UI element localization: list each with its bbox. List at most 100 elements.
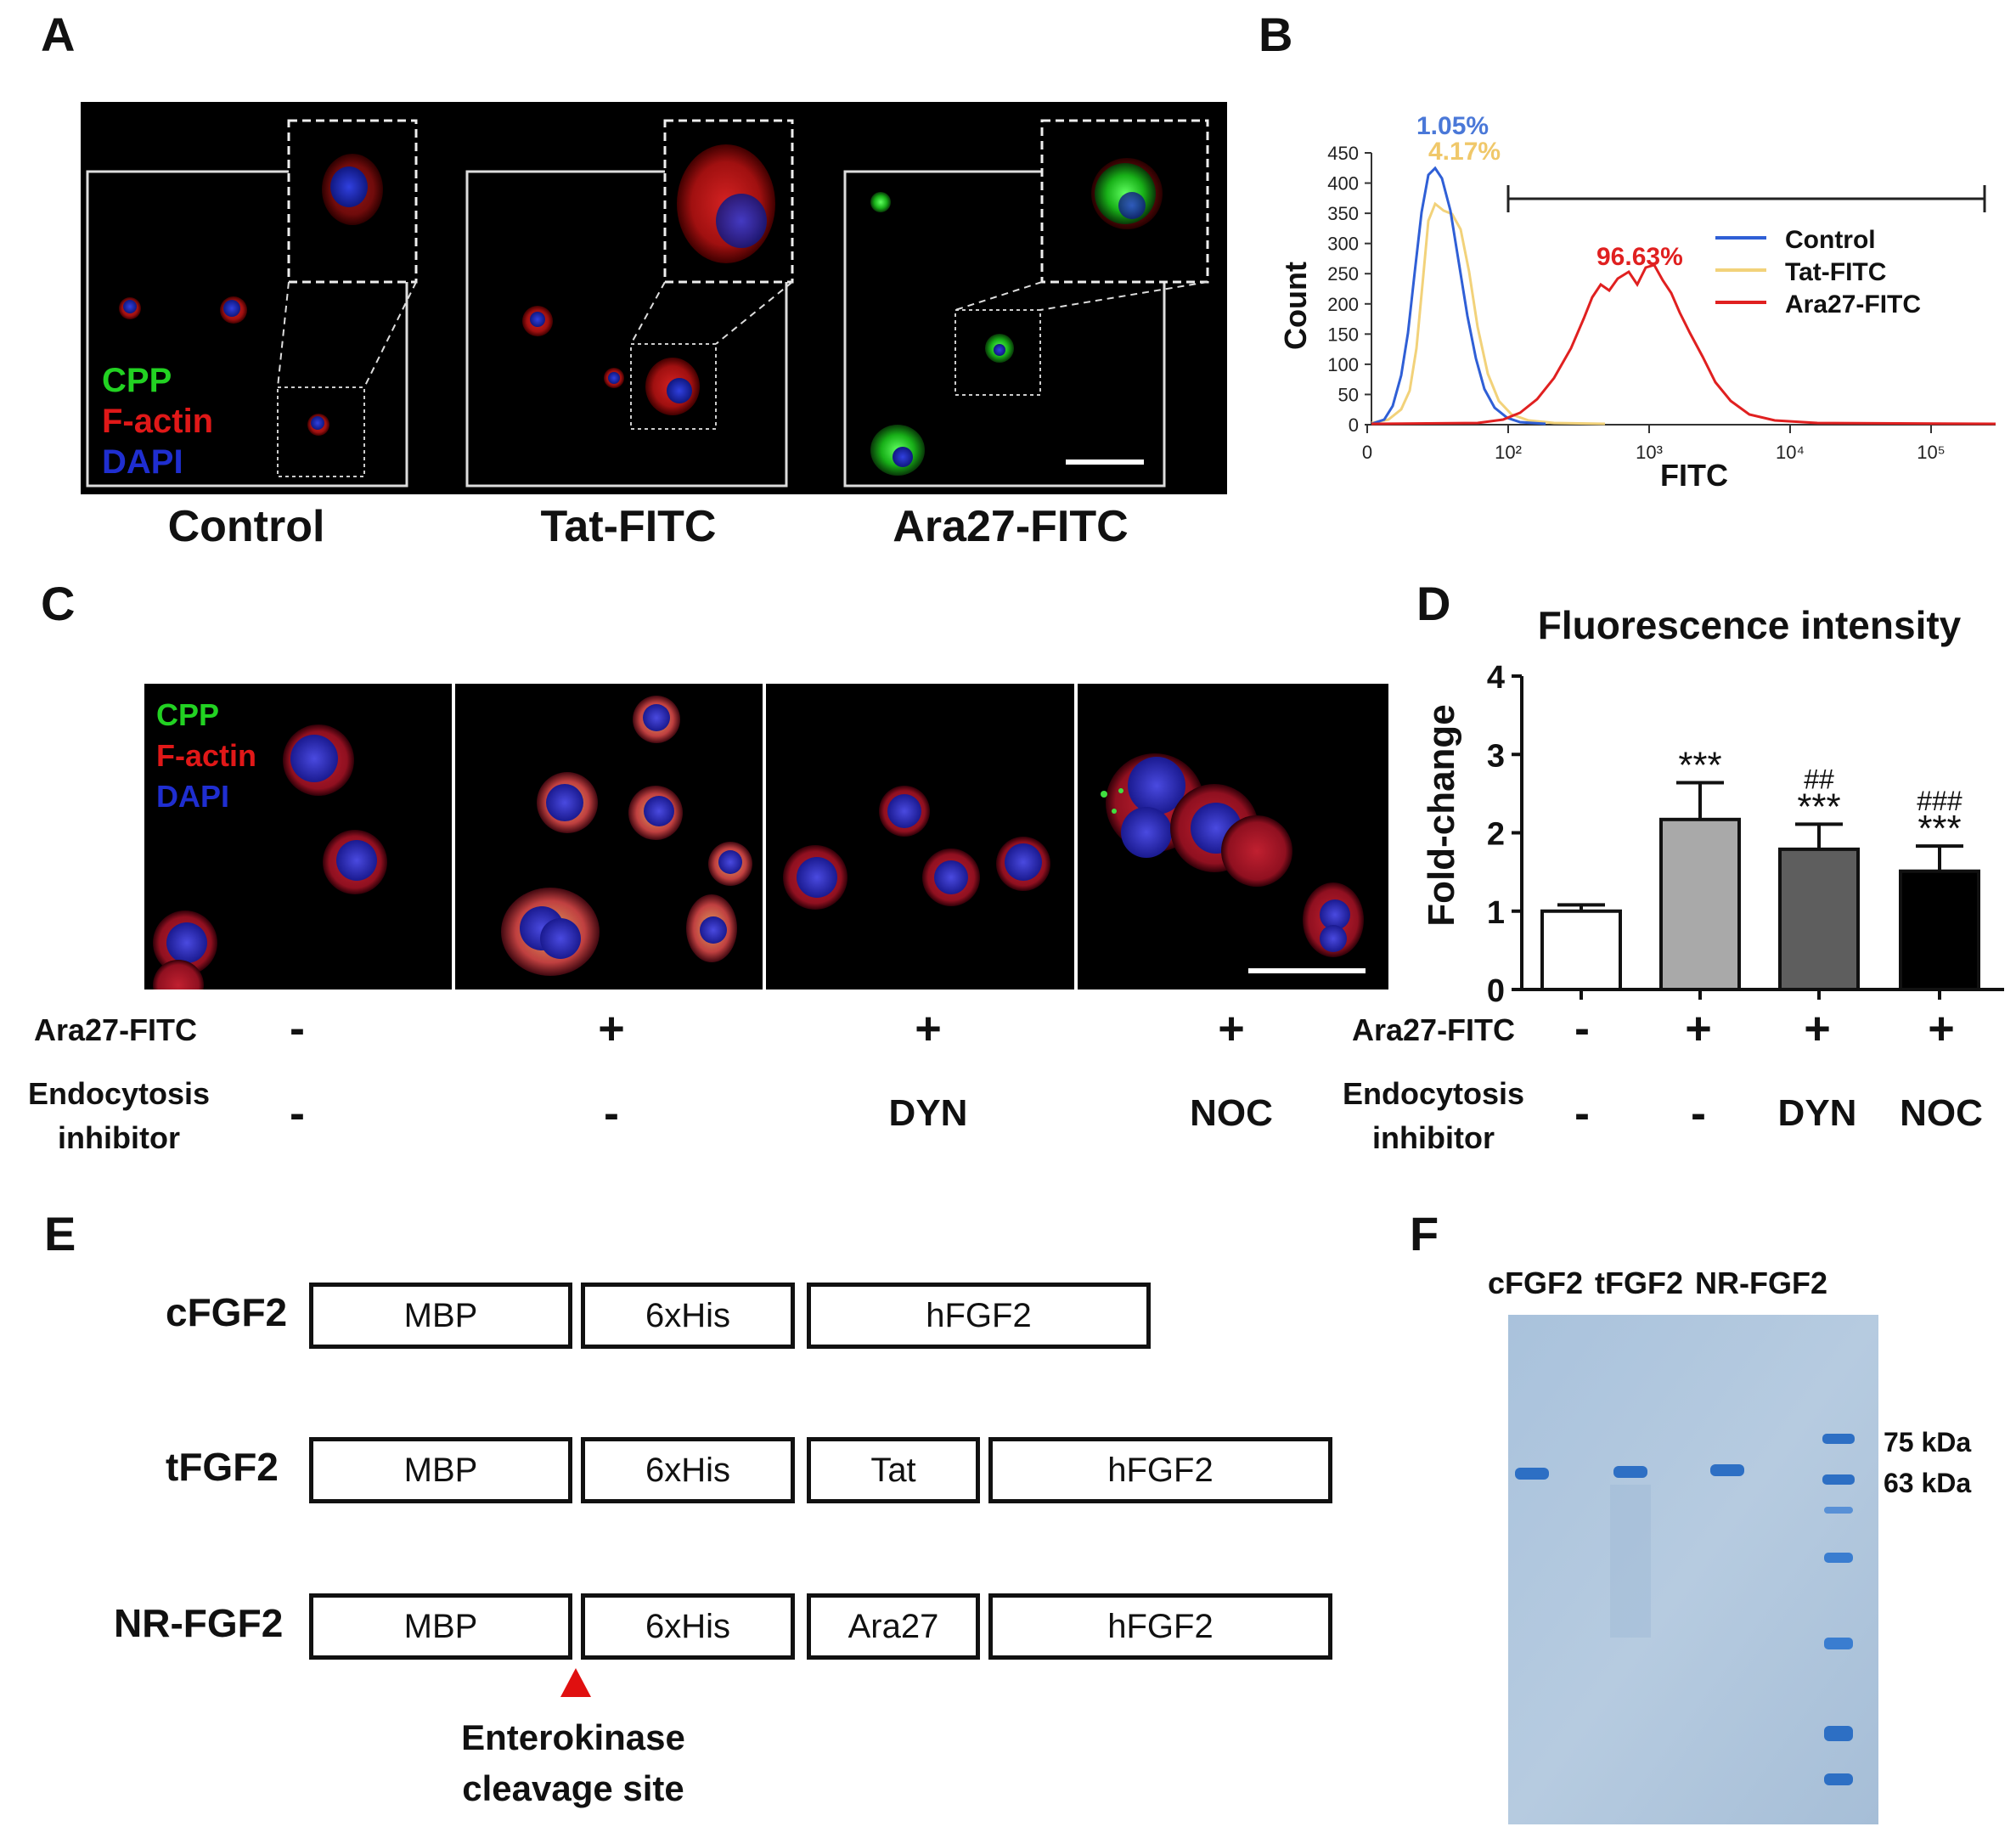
caption-tat-fitc: Tat-FITC (540, 502, 717, 551)
panel-c-stain-legend: CPP F-actin DAPI (156, 695, 256, 817)
flow-histogram: 450 400 350 300 250 200 150 100 50 0 0 10² 10³ 10⁴ 10… (1278, 112, 1996, 493)
lane-label-cfgf2: cFGF2 (1488, 1266, 1584, 1300)
bar (1778, 847, 1860, 991)
gel-image (1508, 1315, 1878, 1824)
histogram-xtick-label: 0 (1362, 442, 1372, 463)
bar-ytick-label: 2 (1487, 817, 1505, 853)
panel-c-row1-label: Ara27-FITC (34, 1012, 198, 1047)
micrograph-panel-a (81, 102, 1227, 494)
panel-d-row1-col4: + (1928, 1003, 1955, 1054)
marker-75kda: 75 kDa (1884, 1427, 1972, 1457)
histogram-ytick-label: 200 (1327, 294, 1359, 315)
construct-name-tfgf2: tFGF2 (166, 1445, 279, 1489)
panel-c-row1-col4: + (1218, 1003, 1245, 1054)
panel-d-row2-label: Endocytosis inhibitor (1340, 1072, 1527, 1160)
legend-f-actin-c: F-actin (156, 738, 257, 773)
panel-c-row2-col4: NOC (1190, 1092, 1273, 1134)
panel-d-row2-label-line1: Endocytosis (1342, 1076, 1525, 1111)
panel-d-row2-col1: - (1574, 1088, 1590, 1139)
panel-c-row2-label: Endocytosis inhibitor (25, 1072, 212, 1160)
histogram-ytick-label: 50 (1338, 384, 1359, 405)
panel-c-row1-col3: + (915, 1003, 942, 1054)
cleavage-triangle-icon (560, 1668, 591, 1697)
gel-band-cfgf2 (1515, 1468, 1549, 1480)
construct-name-cfgf2: cFGF2 (166, 1290, 288, 1334)
histogram-ytick-label: 150 (1327, 324, 1359, 345)
cleavage-site-label: Enterokinase cleavage site (425, 1712, 722, 1814)
segment-ara27: Ara27 (807, 1593, 980, 1660)
annotation-ara27-pct: 96.63% (1596, 243, 1683, 271)
histogram-ytick-label: 0 (1349, 414, 1359, 436)
gel-ladder (1822, 1434, 1855, 1785)
histogram-xlabel: FITC (1660, 458, 1728, 493)
histogram-ytick-label: 350 (1327, 203, 1359, 224)
micrograph-panel-a-image (86, 119, 1209, 488)
panel-label-d: D (1416, 577, 1451, 630)
legend-dapi: DAPI (102, 443, 183, 481)
legend-ara27-fitc: Ara27-FITC (1785, 290, 1921, 319)
bar-ytick-label: 1 (1487, 895, 1505, 931)
lane-label-nr-fgf2: NR-FGF2 (1695, 1266, 1827, 1300)
panel-d-row2-col4: NOC (1900, 1092, 1983, 1134)
segment-hfgf2: hFGF2 (988, 1593, 1332, 1660)
histogram-ytick-label: 450 (1327, 143, 1359, 164)
gel-band-nr-fgf2 (1710, 1464, 1744, 1476)
histogram-control (1371, 166, 1546, 426)
significance-marker-hash: ## (1804, 764, 1834, 794)
significance-marker-hash: ### (1917, 786, 1963, 816)
micrograph-panel-c (144, 684, 1388, 989)
bar (1540, 909, 1622, 991)
significance-marker: *** (1797, 786, 1840, 827)
panel-c-row2-col3: DYN (888, 1092, 968, 1134)
panel-c-row2-label-line1: Endocytosis (27, 1076, 211, 1111)
histogram-xtick-label: 10³ (1636, 442, 1663, 463)
caption-ara27-fitc: Ara27-FITC (893, 502, 1129, 551)
marker-63kda: 63 kDa (1884, 1468, 1972, 1498)
bar-ytick-label: 3 (1487, 738, 1505, 774)
segment-6xhis: 6xHis (581, 1437, 795, 1503)
panel-d-row1-label: Ara27-FITC (1352, 1012, 1516, 1047)
histogram-xtick-label: 10² (1495, 442, 1522, 463)
segment-hfgf2: hFGF2 (807, 1283, 1151, 1349)
panel-label-b: B (1259, 8, 1293, 61)
panel-d-row2-col2: - (1691, 1088, 1706, 1139)
histogram-ytick-label: 400 (1327, 173, 1359, 195)
panel-d-row2-label-line2: inhibitor (1372, 1120, 1495, 1155)
segment-6xhis: 6xHis (581, 1283, 795, 1349)
annotation-tat-pct: 4.17% (1428, 138, 1501, 166)
legend-cpp-c: CPP (156, 697, 220, 732)
legend-cpp: CPP (102, 362, 172, 399)
histogram-ytick-label: 250 (1327, 263, 1359, 285)
chart-ylabel: Fold-change (1421, 704, 1462, 927)
caption-control: Control (167, 502, 325, 551)
panel-d-row2-col3: DYN (1777, 1092, 1857, 1134)
panel-d-row1-col2: + (1685, 1003, 1712, 1054)
bar-ytick-label: 4 (1487, 660, 1505, 696)
panel-c-row2-col2: - (604, 1088, 619, 1139)
legend-control: Control (1785, 226, 1876, 254)
histogram-ytick-label: 300 (1327, 234, 1359, 255)
legend-dapi-c: DAPI (156, 779, 230, 814)
construct-name-nr-fgf2: NR-FGF2 (114, 1601, 284, 1645)
panel-c-row1-col1: - (290, 1003, 305, 1054)
significance-marker: *** (1678, 744, 1721, 786)
panel-c-row2-col1: - (290, 1088, 305, 1139)
histogram-xtick-label: 10⁴ (1776, 442, 1805, 463)
legend-f-actin: F-actin (102, 403, 214, 440)
significance-marker: *** (1917, 808, 1961, 849)
lane-label-tfgf2: tFGF2 (1595, 1266, 1683, 1300)
bar-ytick-label: 0 (1487, 973, 1505, 1002)
histogram-xtick-label: 10⁵ (1917, 442, 1946, 463)
bar (1659, 817, 1741, 991)
histogram-ara27-fitc (1371, 263, 1996, 426)
panel-label-f: F (1410, 1207, 1439, 1260)
cleavage-site-line1: Enterokinase (461, 1717, 685, 1757)
panel-a-stain-legend: CPP F-actin DAPI (102, 360, 213, 482)
histogram-ytick-label: 100 (1327, 354, 1359, 375)
panel-label-c: C (41, 577, 76, 630)
histogram-legend: Control Tat-FITC Ara27-FITC (1715, 226, 1921, 319)
segment-mbp: MBP (309, 1437, 572, 1503)
cleavage-site-line2: cleavage site (462, 1768, 684, 1808)
panel-c-row2-label-line2: inhibitor (58, 1120, 180, 1155)
panel-c-row1-col2: + (598, 1003, 625, 1054)
